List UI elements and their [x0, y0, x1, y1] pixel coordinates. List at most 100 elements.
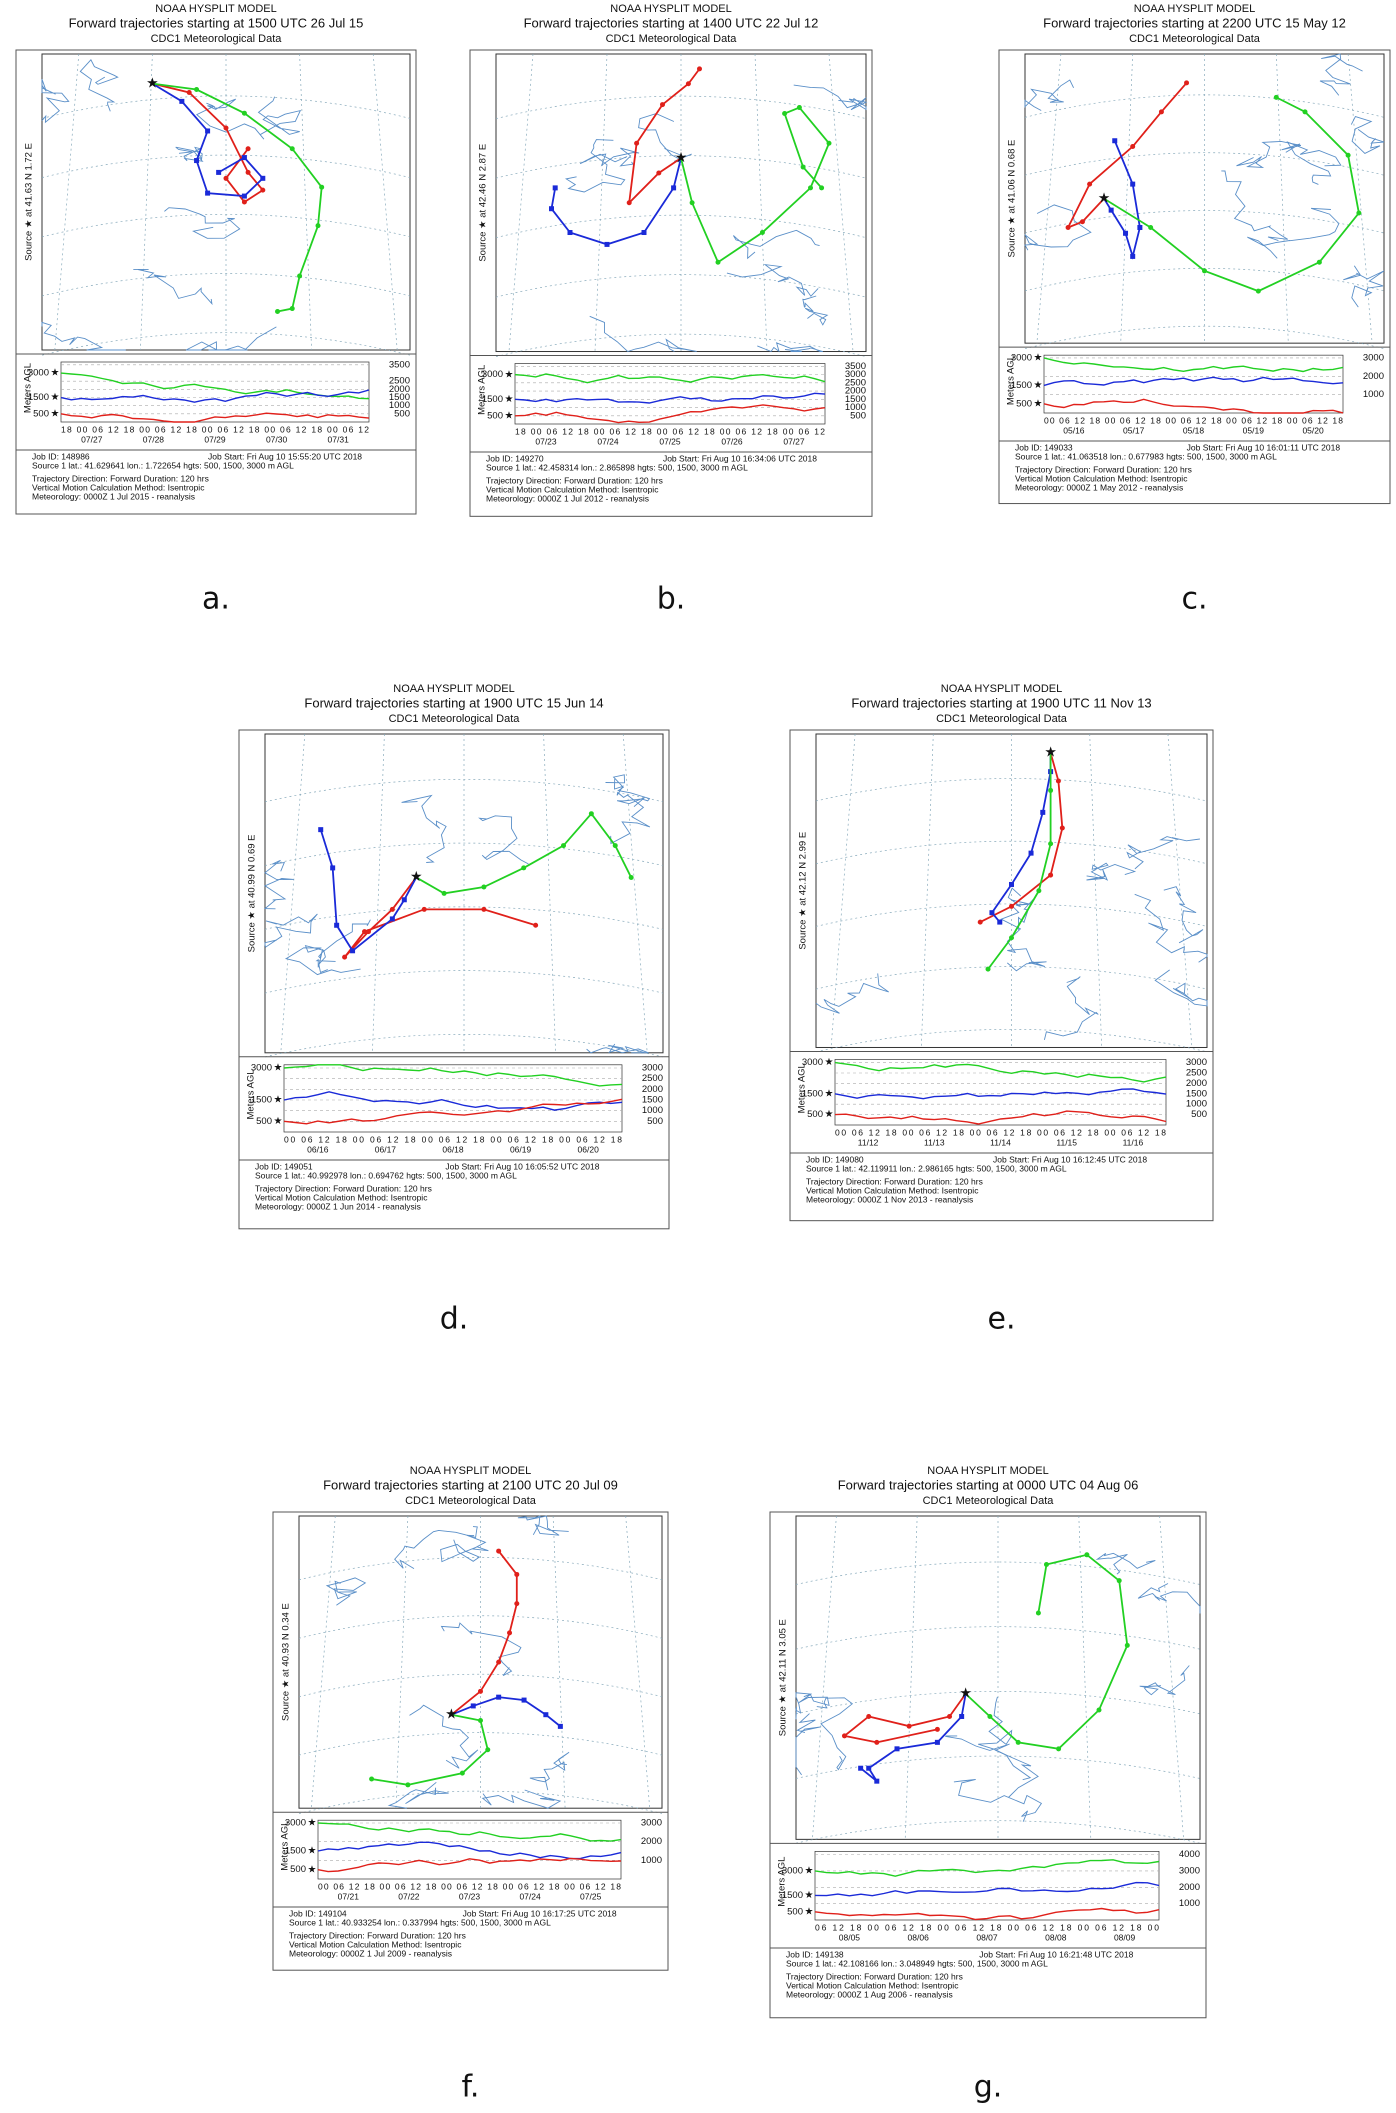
right-tick-label: 1000: [1363, 389, 1384, 400]
graticule: [830, 733, 856, 1048]
trajectory-marker: [389, 916, 395, 922]
right-tick-label: 500: [647, 1116, 663, 1127]
level-star: ★: [274, 1063, 283, 1074]
level-star: ★: [825, 1057, 834, 1068]
level-label: 1500: [251, 1095, 272, 1106]
level-label: 1500: [28, 392, 49, 403]
hour-labels: 06 12 18 00 06 12 18 00 06 12 18 00 06 1…: [815, 1922, 1159, 1932]
model-title: NOAA HYSPLIT MODEL: [927, 1465, 1048, 1477]
level-star: ★: [308, 1864, 317, 1875]
level-star: ★: [505, 369, 514, 380]
date-label: 05/20: [1302, 425, 1324, 435]
trajectory: [343, 876, 536, 958]
date-label: 07/21: [338, 1891, 360, 1901]
coastline: [164, 207, 241, 239]
coastline: [195, 98, 265, 140]
job-id: Job ID: 149051: [255, 1161, 313, 1171]
height-line: [283, 1098, 623, 1125]
y-axis-label: Meters AGL: [797, 1063, 808, 1113]
panel-letter: c.: [1181, 582, 1207, 617]
date-label: 06/18: [442, 1144, 464, 1154]
coastline: [481, 1789, 562, 1809]
trajectory-marker: [1202, 268, 1207, 274]
right-tick-label: 3000: [1363, 352, 1384, 363]
hour-labels: 00 06 12 18 00 06 12 18 00 06 12 18 00 0…: [1044, 415, 1343, 425]
footer-line: Trajectory Direction: Forward Duration: …: [32, 473, 209, 483]
trajectory-marker: [223, 175, 229, 181]
coastline: [440, 1534, 489, 1563]
trajectory-marker: [977, 919, 983, 925]
graticule: [299, 53, 312, 351]
job-start: Job Start: Fri Aug 10 16:12:45 UTC 2018: [993, 1154, 1147, 1164]
graticule: [1167, 733, 1193, 1048]
trajectory-marker: [389, 906, 395, 912]
footer-line: Vertical Motion Calculation Method: Isen…: [486, 484, 659, 494]
trajectory-marker: [866, 1765, 872, 1771]
level-label: 3000: [28, 368, 49, 379]
graticule: [815, 903, 1208, 927]
date-label: 08/08: [1045, 1932, 1067, 1942]
level-label: 1500: [802, 1088, 823, 1099]
trajectory-marker: [1043, 1562, 1049, 1568]
trajectory-marker: [1137, 224, 1143, 230]
graticule: [904, 1515, 918, 1840]
trajectory-marker: [671, 185, 677, 191]
footer-line: Source 1 lat.: 42.458314 lon.: 2.865898 …: [486, 462, 748, 472]
height-line: [60, 389, 370, 403]
chart-title: Forward trajectories starting at 1900 UT…: [304, 695, 603, 710]
footer-line: Vertical Motion Calculation Method: Isen…: [1015, 473, 1188, 483]
met-title: CDC1 Meteorological Data: [606, 33, 738, 45]
y-axis-label: Meters AGL: [477, 365, 488, 415]
panel-letter: b.: [657, 582, 686, 617]
map: [298, 1515, 663, 1814]
height-line: [834, 1110, 1167, 1125]
graticule: [552, 1515, 566, 1809]
right-tick-label: 1500: [389, 392, 410, 403]
coastline: [565, 139, 626, 193]
trajectory-marker: [241, 193, 247, 199]
trajectory-marker: [1123, 230, 1129, 236]
trajectory-marker: [319, 184, 325, 190]
coastline: [1134, 893, 1208, 963]
graticule: [264, 1034, 664, 1058]
trajectory-marker: [362, 929, 367, 935]
level-star: ★: [51, 408, 60, 419]
graticule: [1078, 1515, 1092, 1840]
coastline: [816, 1697, 854, 1771]
hour-labels: 00 06 12 18 00 06 12 18 00 06 12 18 00 0…: [284, 1134, 622, 1144]
right-tick-label: 1000: [1186, 1099, 1207, 1110]
graticule: [495, 95, 867, 119]
coastline: [1350, 116, 1385, 154]
date-label: 07/25: [580, 1891, 602, 1901]
level-star: ★: [1034, 380, 1043, 391]
plot-area: [1043, 354, 1344, 414]
coastline: [1236, 140, 1302, 169]
graticule: [1275, 53, 1289, 344]
map: [495, 53, 868, 357]
date-label: 06/20: [578, 1144, 600, 1154]
trajectory-marker: [906, 1723, 912, 1729]
coastline: [478, 815, 529, 865]
level-label: 500: [1016, 398, 1032, 409]
level-star: ★: [274, 1116, 283, 1127]
level-label: 500: [33, 408, 49, 419]
footer-line: Source 1 lat.: 42.108166 lon.: 3.048949 …: [786, 1958, 1048, 1968]
footer-line: Meteorology: 0000Z 1 Jul 2009 - reanalys…: [289, 1948, 452, 1958]
height-line: [834, 1088, 1167, 1100]
footer-line: Trajectory Direction: Forward Duration: …: [786, 1971, 963, 1981]
y-axis-label: Meters AGL: [777, 1857, 788, 1907]
trajectory-marker: [245, 169, 251, 175]
trajectory-marker: [874, 1739, 880, 1745]
graticule: [815, 778, 1208, 802]
trajectory-marker: [628, 874, 634, 880]
trajectory-marker: [819, 185, 825, 191]
level-label: 500: [787, 1906, 803, 1917]
trajectory-marker: [365, 929, 371, 935]
trajectory-marker: [1056, 1746, 1062, 1752]
level-star: ★: [1034, 353, 1043, 364]
job-start: Job Start: Fri Aug 10 16:05:52 UTC 2018: [445, 1161, 599, 1171]
level-label: 500: [487, 410, 503, 421]
trajectory: [680, 106, 831, 264]
trajectory-marker: [1302, 109, 1308, 115]
footer-line: Meteorology: 0000Z 1 May 2012 - reanalys…: [1015, 482, 1183, 492]
